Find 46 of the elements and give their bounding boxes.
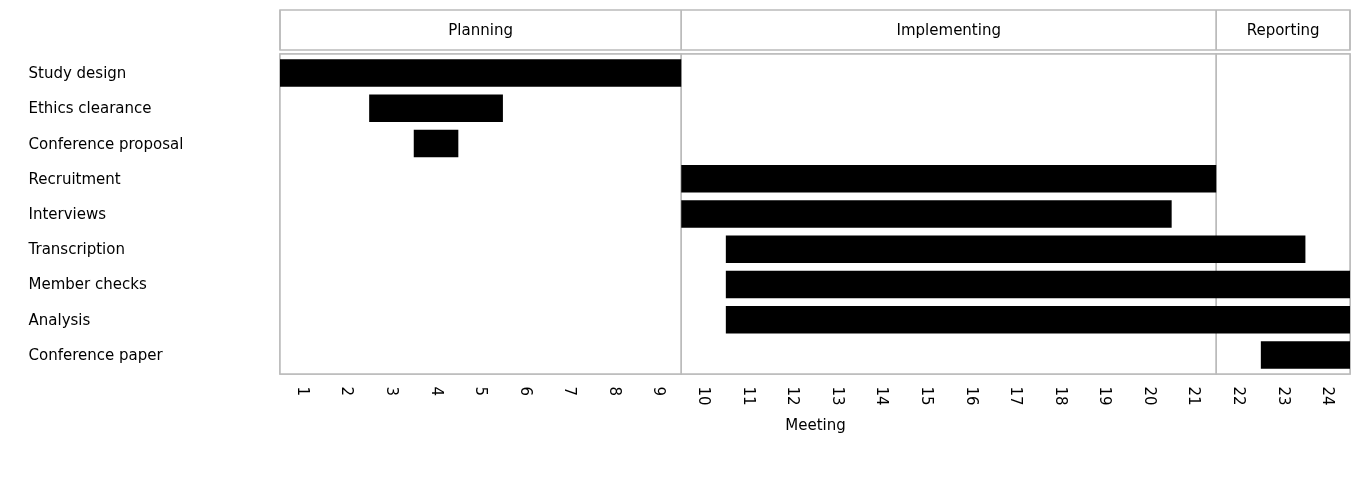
y-tick-label: Ethics clearance	[28, 99, 152, 118]
x-tick-label: 19	[1096, 386, 1115, 406]
x-tick-label: 23	[1274, 386, 1293, 406]
x-tick-label: 10	[695, 386, 714, 406]
x-axis-title: Meeting	[785, 415, 846, 434]
x-tick-label: 13	[828, 386, 847, 406]
y-tick-label: Interviews	[28, 205, 107, 223]
bar	[725, 235, 1306, 263]
x-tick-label: 20	[1140, 386, 1159, 406]
x-tick-label: 9	[650, 386, 669, 397]
bar	[725, 270, 1350, 299]
x-tick-label: 4	[427, 386, 446, 397]
band-label: Implementing	[896, 21, 1001, 39]
x-tick-label: 5	[472, 386, 491, 397]
x-tick-label: 1	[293, 386, 312, 397]
x-tick-label: 24	[1319, 386, 1338, 406]
x-tick-label: 17	[1007, 386, 1026, 406]
x-tick-label: 8	[605, 386, 624, 397]
x-tick-label: 16	[962, 386, 981, 406]
y-tick-label: Recruitment	[28, 169, 121, 188]
x-tick-label: 3	[382, 386, 401, 397]
x-tick-label: 18	[1051, 386, 1070, 406]
x-tick-label: 22	[1230, 386, 1249, 406]
x-tick-label: 11	[739, 386, 758, 406]
x-tick-label: 6	[516, 386, 535, 397]
y-tick-label: Conference paper	[28, 345, 164, 364]
bar	[280, 59, 682, 87]
band-label: Reporting	[1246, 21, 1320, 39]
bar	[413, 129, 459, 158]
y-tick-label: Analysis	[28, 310, 91, 329]
x-tick-label: 7	[561, 386, 580, 397]
y-tick-label: Transcription	[27, 240, 125, 259]
bar	[725, 305, 1350, 334]
band-label: Planning	[448, 21, 513, 39]
y-tick-label: Member checks	[28, 275, 147, 294]
bar	[681, 165, 1217, 193]
y-tick-label: Conference proposal	[28, 134, 184, 153]
y-tick-label: Study design	[28, 64, 127, 83]
x-tick-label: 12	[784, 386, 803, 406]
x-tick-label: 2	[338, 386, 357, 397]
bar	[1260, 341, 1350, 369]
x-tick-label: 14	[873, 386, 892, 406]
bar	[681, 200, 1172, 228]
x-tick-label: 15	[917, 386, 936, 406]
bar	[369, 94, 503, 123]
x-tick-label: 21	[1185, 386, 1204, 406]
